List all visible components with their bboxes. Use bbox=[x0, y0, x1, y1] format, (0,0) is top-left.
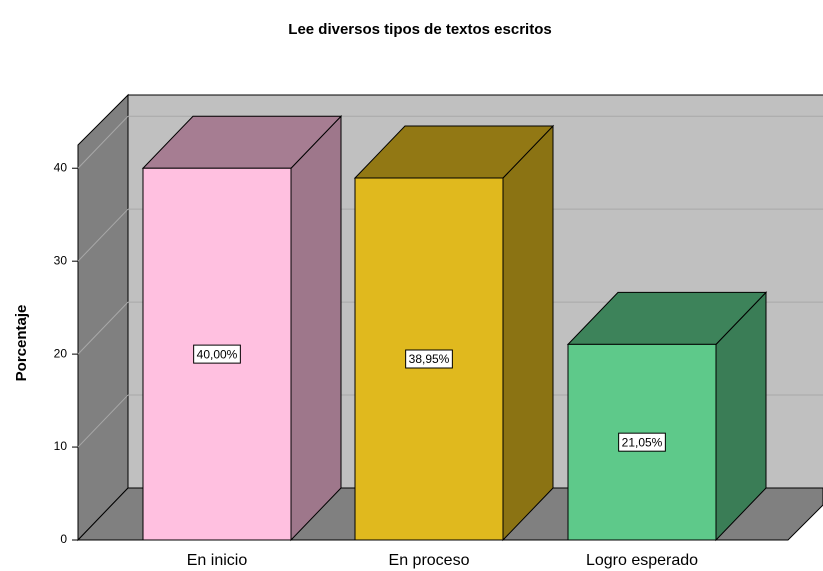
x-tick-label: En proceso bbox=[389, 552, 470, 569]
chart-title: Lee diversos tipos de textos escritos bbox=[288, 21, 551, 38]
y-tick-label: 0 bbox=[60, 532, 67, 546]
value-label: 40,00% bbox=[197, 347, 238, 361]
value-label-box bbox=[618, 432, 666, 452]
y-tick-label: 30 bbox=[54, 253, 68, 267]
grid-line bbox=[77, 208, 129, 262]
value-label-box bbox=[405, 349, 453, 369]
grid-line bbox=[77, 301, 129, 355]
bar-side bbox=[502, 124, 554, 542]
x-tick-label: Logro esperado bbox=[586, 552, 698, 569]
grid-line bbox=[77, 115, 129, 169]
value-label-box bbox=[193, 344, 241, 364]
value-label: 21,05% bbox=[622, 435, 663, 449]
left-wall bbox=[77, 93, 129, 542]
y-tick-label: 40 bbox=[54, 160, 68, 174]
bar-side bbox=[290, 114, 342, 542]
y-tick-label: 20 bbox=[54, 346, 68, 360]
y-tick-label: 10 bbox=[54, 439, 68, 453]
y-axis-label: Porcentaje bbox=[13, 305, 30, 382]
value-label: 38,95% bbox=[409, 352, 450, 366]
grid-line bbox=[77, 394, 129, 448]
x-tick-label: En inicio bbox=[187, 552, 248, 569]
